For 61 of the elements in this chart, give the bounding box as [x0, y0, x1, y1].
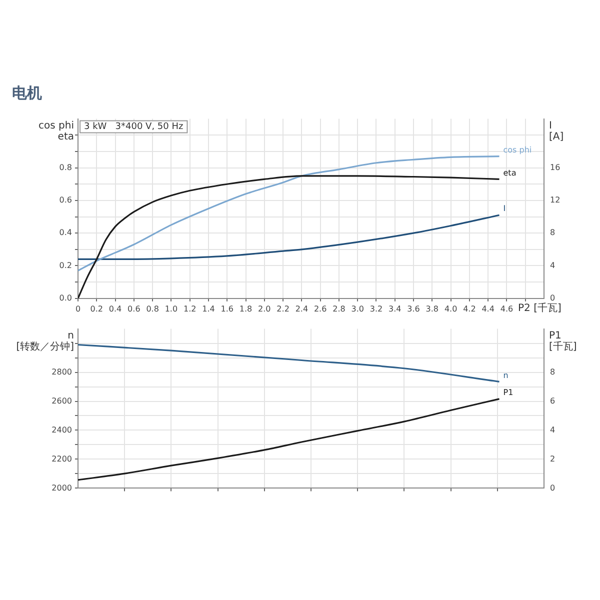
y2-axis-title: P1 [千瓦]	[549, 330, 577, 352]
x-tick-label: 2.0	[258, 304, 271, 314]
series-label: eta	[503, 168, 516, 178]
y2-tick-label: 0	[550, 293, 556, 302]
y2-tick-label: 8	[550, 367, 556, 376]
x-tick-label: 4.4	[482, 304, 494, 314]
y-tick-label: 2400	[52, 425, 72, 434]
y2-tick-label: 0	[550, 483, 556, 492]
line-series	[78, 398, 500, 481]
x-tick-label: 0.2	[90, 304, 104, 314]
y2-axis-title: I [A]	[549, 120, 564, 142]
x-tick-label: 2.2	[276, 304, 290, 314]
line-series	[78, 156, 500, 272]
y-axis-title: cos phi eta	[38, 120, 74, 142]
x-tick-label: 4.0	[444, 304, 458, 314]
x-tick-label: 4.2	[463, 304, 476, 314]
x-tick-label: 2.8	[332, 304, 346, 314]
y-tick-label: 0.4	[59, 228, 72, 238]
x-tick-label: 4.6	[500, 304, 514, 314]
y-tick-label: 0.6	[59, 196, 72, 205]
y-tick-label: 0.2	[59, 260, 72, 270]
x-tick-label: 0.6	[128, 304, 140, 314]
annotation: 3 kW 3*400 V, 50 Hz	[84, 122, 184, 132]
y-tick-label: 2200	[52, 454, 72, 464]
y2-tick-label: 4	[550, 425, 556, 434]
series-label: n	[503, 370, 508, 380]
x-axis-title: P2 [千瓦]	[518, 302, 562, 314]
y-tick-label: 0.8	[59, 162, 72, 172]
y2-tick-label: 2	[550, 454, 556, 464]
x-tick-label: 3.2	[370, 304, 383, 314]
x-tick-label: 1.8	[239, 304, 252, 314]
line-series	[78, 344, 500, 382]
x-tick-label: 3.0	[351, 304, 364, 314]
series-label: I	[503, 204, 506, 214]
y-tick-label: 0.0	[59, 293, 72, 302]
y-tick-label: 2800	[52, 367, 72, 376]
series-label: cos phi	[503, 145, 532, 154]
x-tick-label: 2.4	[295, 304, 308, 314]
x-tick-label: 1.2	[183, 304, 196, 314]
x-tick-label: 1.6	[220, 304, 234, 314]
x-tick-label: 0.4	[108, 304, 122, 314]
y2-tick-label: 8	[550, 228, 556, 238]
y2-tick-label: 4	[550, 260, 556, 270]
x-tick-label: 2.6	[314, 304, 327, 314]
chart-title: 电机	[12, 84, 43, 103]
x-tick-label: 0.8	[146, 304, 159, 314]
line-series	[78, 214, 500, 260]
x-tick-label: 0	[75, 304, 81, 314]
y2-tick-label: 12	[550, 196, 560, 205]
x-tick-label: 1.4	[202, 304, 215, 314]
y-tick-label: 2600	[52, 396, 72, 406]
x-tick-label: 1.0	[164, 304, 178, 314]
x-tick-label: 3.6	[407, 304, 420, 314]
y2-tick-label: 16	[550, 162, 560, 172]
x-tick-label: 3.8	[426, 304, 439, 314]
line-series	[78, 175, 500, 298]
y-tick-label: 2000	[52, 483, 72, 492]
y2-tick-label: 6	[550, 396, 556, 406]
x-tick-label: 3.4	[388, 304, 402, 314]
y-axis-title: n [转数／分钟]	[16, 330, 74, 352]
series-label: P1	[503, 388, 514, 398]
